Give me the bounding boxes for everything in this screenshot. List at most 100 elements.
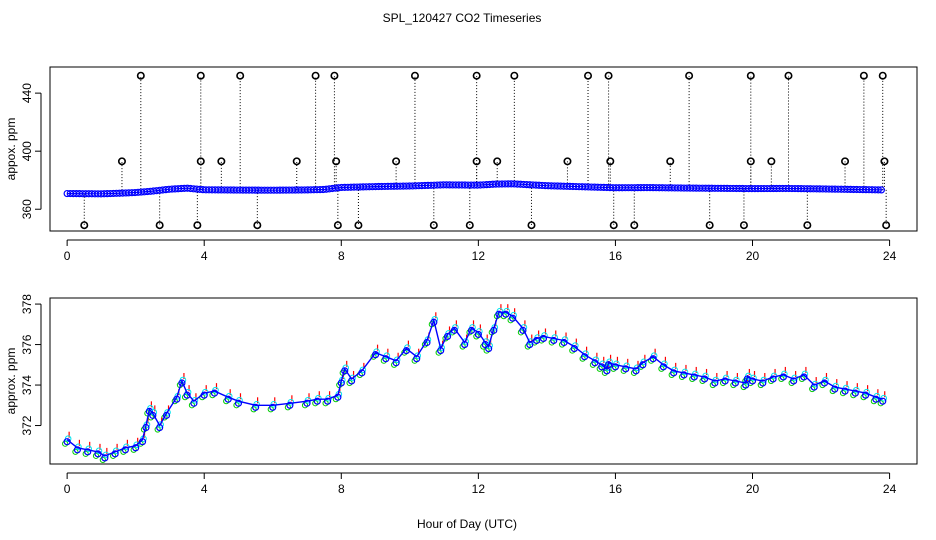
bottom-y-tick-label: 372 bbox=[20, 415, 34, 435]
low-outlier-point bbox=[429, 221, 438, 230]
low-outlier-point bbox=[739, 221, 748, 230]
x-axis-label: Hour of Day (UTC) bbox=[417, 517, 517, 531]
series-blue-point bbox=[670, 369, 678, 377]
series-green-point bbox=[82, 450, 89, 457]
series-green-point bbox=[312, 400, 319, 407]
series-blue-point bbox=[132, 444, 140, 452]
series-green-point bbox=[829, 387, 836, 395]
series-green-point bbox=[380, 357, 387, 364]
series-blue-point bbox=[611, 363, 620, 371]
series-green-point bbox=[459, 343, 466, 350]
mid-outlier-point bbox=[117, 157, 126, 166]
series-green-point bbox=[788, 379, 795, 387]
series-blue-point bbox=[831, 385, 839, 393]
series-green-point bbox=[346, 379, 353, 387]
high-outlier-point bbox=[311, 71, 320, 80]
series-green-point bbox=[558, 341, 566, 348]
series-blue-point bbox=[509, 314, 517, 322]
bottom-x-tick-label: 8 bbox=[338, 482, 345, 496]
mid-outlier-point bbox=[217, 157, 226, 166]
high-outlier-point bbox=[878, 71, 887, 80]
series-blue-point bbox=[252, 403, 260, 411]
series-green-point bbox=[250, 406, 257, 413]
top-panel-y-label: appox. ppm bbox=[4, 118, 18, 181]
series-blue-point bbox=[303, 399, 311, 407]
top-x-tick-label: 12 bbox=[472, 249, 486, 263]
series-green-point bbox=[601, 369, 608, 376]
series-blue-point bbox=[721, 377, 729, 385]
mid-outlier-point bbox=[196, 157, 205, 166]
bottom-x-tick-label: 16 bbox=[609, 482, 623, 496]
bottom-x-tick-label: 24 bbox=[883, 482, 897, 496]
series-blue-point bbox=[879, 397, 887, 405]
series-green-point bbox=[517, 329, 525, 336]
mid-outlier-point bbox=[841, 157, 850, 166]
low-outlier-point bbox=[465, 221, 474, 230]
series-green-point bbox=[757, 381, 764, 389]
mid-outlier-point bbox=[606, 157, 615, 166]
series-green-point bbox=[223, 398, 230, 405]
top-y-tick-label: 440 bbox=[20, 83, 34, 103]
series-blue-point bbox=[495, 310, 503, 318]
mid-outlier-point bbox=[880, 157, 889, 166]
high-outlier-point bbox=[136, 71, 145, 80]
series-green-point bbox=[435, 349, 442, 356]
top-x-tick-label: 16 bbox=[609, 249, 623, 263]
top-panel-y-axis: 360 400 440 bbox=[20, 83, 42, 219]
series-green-point bbox=[870, 398, 877, 405]
series-green-point bbox=[99, 456, 106, 464]
series-green-point bbox=[473, 333, 480, 340]
series-blue-point bbox=[121, 446, 129, 454]
series-green-point bbox=[740, 383, 747, 391]
series-green-point bbox=[466, 329, 473, 336]
series-green-point bbox=[809, 385, 816, 393]
low-outlier-point bbox=[80, 221, 89, 230]
series-blue-point bbox=[680, 371, 688, 379]
low-outlier-point bbox=[803, 221, 812, 230]
series-green-point bbox=[579, 355, 586, 362]
series-green-point bbox=[569, 347, 576, 354]
series-blue-point bbox=[604, 361, 613, 369]
series-green-point bbox=[730, 381, 737, 389]
low-outlier-point bbox=[354, 221, 363, 230]
series-green-point bbox=[589, 361, 596, 368]
series-green-point bbox=[630, 369, 638, 376]
series-green-point bbox=[442, 335, 449, 342]
bottom-x-tick-label: 20 bbox=[746, 482, 760, 496]
series-green-point bbox=[181, 394, 189, 401]
series-green-point bbox=[596, 365, 603, 372]
series-blue-point bbox=[632, 367, 640, 375]
figure-title: SPL_120427 CO2 Timeseries bbox=[383, 11, 542, 25]
mid-outlier-point bbox=[666, 157, 675, 166]
mid-outlier-point bbox=[746, 157, 755, 166]
top-x-tick-label: 8 bbox=[338, 249, 345, 263]
bottom-panel-x-axis: 0 4 8 12 16 20 24 bbox=[64, 472, 897, 496]
bottom-panel-y-axis: 372 374 376 378 bbox=[20, 294, 42, 436]
top-panel-frame bbox=[49, 66, 918, 232]
top-x-tick-label: 24 bbox=[883, 249, 897, 263]
top-x-tick-label: 4 bbox=[201, 249, 208, 263]
series-green-point bbox=[668, 371, 675, 378]
series-green-point bbox=[778, 375, 785, 383]
series-green-point bbox=[284, 404, 291, 411]
series-blue-point bbox=[759, 379, 767, 387]
series-blue-point bbox=[790, 377, 798, 385]
bottom-y-tick-label: 376 bbox=[20, 334, 34, 354]
series-blue-point bbox=[73, 446, 82, 454]
series-green-point bbox=[689, 375, 696, 383]
series-green-point bbox=[507, 317, 514, 324]
series-blue-point bbox=[84, 448, 92, 456]
top-panel-x-axis: 0 4 8 12 16 20 24 bbox=[64, 239, 897, 263]
series-green-point bbox=[209, 392, 216, 399]
bottom-panel-frame bbox=[49, 297, 918, 465]
series-blue-point bbox=[690, 373, 698, 381]
series-line bbox=[66, 311, 883, 457]
series-green-point bbox=[130, 446, 137, 453]
series-blue-point bbox=[101, 454, 109, 462]
series-blue-point bbox=[872, 395, 880, 403]
high-outlier-point bbox=[410, 71, 419, 80]
series-green-point bbox=[699, 377, 706, 385]
high-outlier-point bbox=[604, 71, 613, 80]
series-green-point bbox=[72, 448, 79, 455]
